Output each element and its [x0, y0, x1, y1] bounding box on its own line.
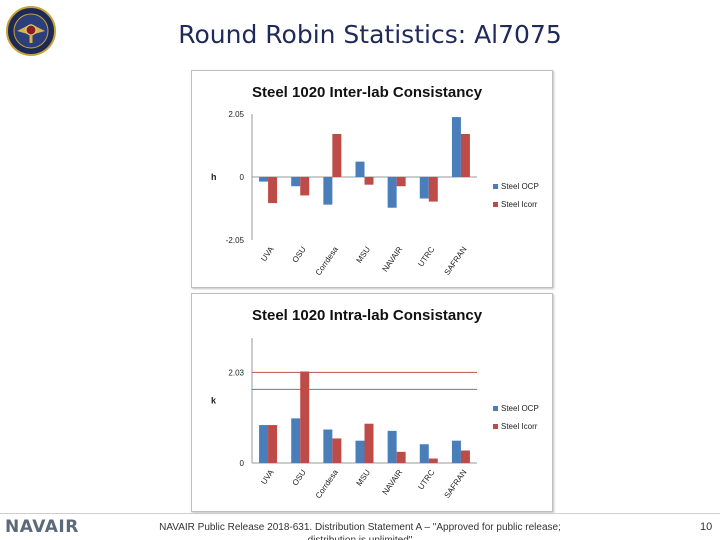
x-tick-label: OSU	[291, 245, 308, 265]
x-tick-label: NAVAIR	[380, 245, 404, 274]
y-tick-label: -2.05	[226, 236, 245, 245]
bar-ocp	[451, 440, 461, 463]
x-tick-label: UVA	[259, 467, 276, 486]
footer-divider	[0, 513, 720, 514]
legend-swatch	[493, 202, 498, 207]
bar-ocp	[291, 177, 301, 187]
bar-ocp	[451, 117, 461, 177]
x-tick-label: SAFRAN	[443, 468, 469, 500]
x-tick-label: OSU	[291, 468, 308, 488]
bar-ocp	[419, 177, 429, 199]
legend-swatch	[493, 424, 498, 429]
x-tick-label: SAFRAN	[443, 245, 469, 277]
bar-ocp	[323, 177, 333, 205]
bar-icorr	[428, 458, 438, 463]
legend-swatch	[493, 184, 498, 189]
inter-lab-bar-chart: Steel 1020 Inter-lab Consistancy 2.05 0 -2.…	[211, 84, 539, 278]
x-tick-label: UVA	[259, 244, 276, 263]
bar-icorr	[460, 450, 470, 463]
footer-brand-logo: NAVAIR	[5, 517, 79, 537]
legend-label: Steel Icorr	[501, 422, 538, 431]
y-axis-label: k	[211, 396, 217, 406]
y-tick-label: 2.05	[228, 110, 244, 119]
bar-icorr	[364, 423, 374, 463]
chart-title: Steel 1020 Inter-lab Consistancy	[252, 84, 483, 101]
inter-lab-chart-panel: Steel 1020 Inter-lab Consistancy 2.05 0 -2.…	[191, 70, 553, 288]
x-tick-label: UTRC	[416, 468, 436, 492]
x-tick-label: Corrdesa	[314, 468, 341, 501]
x-tick-label: NAVAIR	[380, 468, 404, 497]
y-axis-label: h	[211, 172, 217, 182]
intra-lab-bar-chart: Steel 1020 Intra-lab Consistancy 2.03 0 k UV…	[211, 307, 539, 501]
x-tick-label: MSU	[355, 468, 373, 488]
bar-icorr	[268, 177, 278, 204]
distribution-statement: NAVAIR Public Release 2018-631. Distribu…	[159, 522, 561, 540]
x-tick-label: UTRC	[416, 245, 436, 269]
bar-ocp	[259, 425, 269, 463]
bar-icorr	[300, 177, 310, 196]
bar-icorr	[364, 177, 374, 185]
y-tick-label: 2.03	[228, 368, 244, 377]
navy-seal-emblem-icon	[6, 6, 56, 56]
bar-ocp	[387, 177, 397, 208]
bar-icorr	[396, 451, 406, 463]
page-number: 10	[700, 521, 713, 533]
bar-icorr	[460, 133, 470, 177]
bar-icorr	[428, 177, 438, 202]
bar-icorr	[300, 371, 310, 463]
chart-title: Steel 1020 Intra-lab Consistancy	[252, 307, 483, 324]
bar-icorr	[332, 438, 342, 463]
x-tick-label: MSU	[355, 245, 373, 265]
slide-title: Round Robin Statistics: Al7075	[178, 20, 562, 49]
legend-label: Steel OCP	[501, 404, 539, 413]
bar-icorr	[396, 177, 406, 187]
bar-icorr	[268, 425, 278, 463]
bar-ocp	[355, 161, 365, 177]
bar-ocp	[355, 440, 365, 463]
y-tick-label: 0	[240, 173, 245, 182]
intra-lab-chart-panel: Steel 1020 Intra-lab Consistancy 2.03 0 k UV…	[191, 293, 553, 512]
bar-ocp	[291, 418, 301, 463]
legend-swatch	[493, 406, 498, 411]
bar-ocp	[323, 429, 333, 463]
y-tick-label: 0	[240, 459, 245, 468]
bar-ocp	[419, 444, 429, 463]
bar-icorr	[332, 133, 342, 177]
legend-label: Steel Icorr	[501, 200, 538, 209]
legend-label: Steel OCP	[501, 182, 539, 191]
bar-ocp	[387, 430, 397, 463]
x-tick-label: Corrdesa	[314, 245, 341, 278]
bar-ocp	[259, 177, 269, 182]
